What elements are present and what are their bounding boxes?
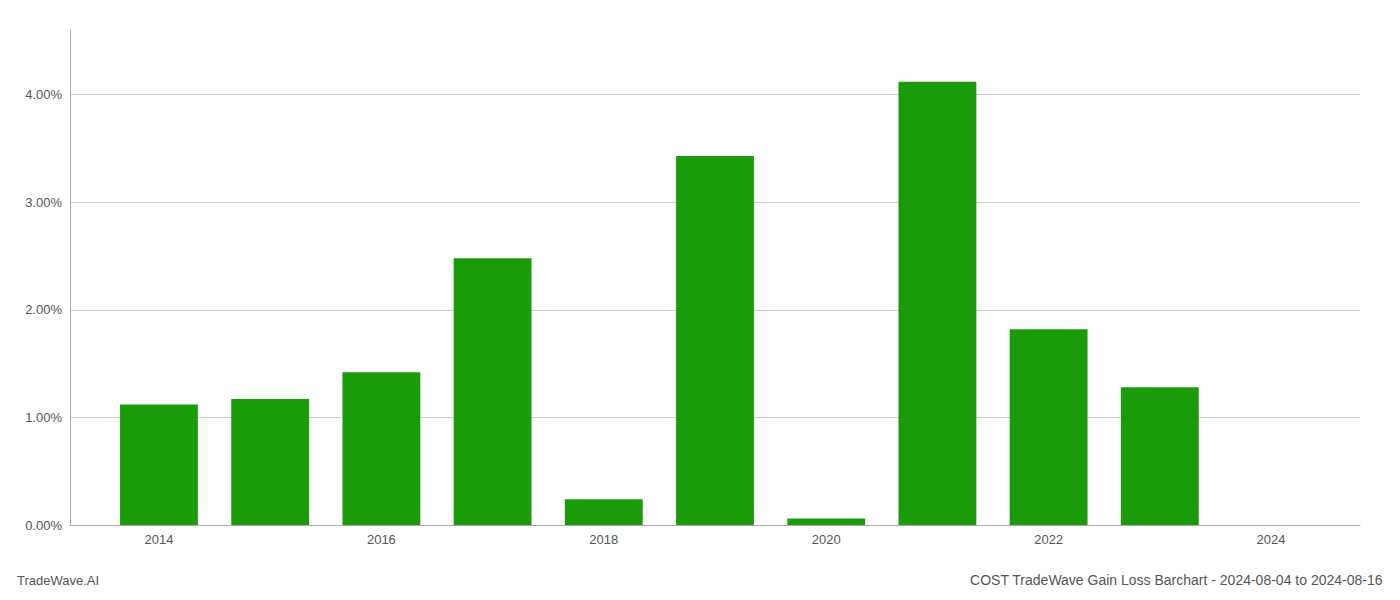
svg-text:1.00%: 1.00% [25, 410, 62, 425]
svg-text:2024: 2024 [1257, 532, 1286, 547]
svg-text:2016: 2016 [367, 532, 396, 547]
svg-text:2020: 2020 [812, 532, 841, 547]
svg-text:2022: 2022 [1034, 532, 1063, 547]
svg-text:3.00%: 3.00% [25, 195, 62, 210]
svg-text:2018: 2018 [589, 532, 618, 547]
svg-text:2.00%: 2.00% [25, 302, 62, 317]
svg-text:0.00%: 0.00% [25, 518, 62, 533]
svg-text:TradeWave.AI: TradeWave.AI [17, 573, 99, 588]
svg-text:2014: 2014 [145, 532, 174, 547]
svg-text:4.00%: 4.00% [25, 87, 62, 102]
svg-text:COST TradeWave Gain Loss Barch: COST TradeWave Gain Loss Barchart - 2024… [970, 572, 1383, 588]
